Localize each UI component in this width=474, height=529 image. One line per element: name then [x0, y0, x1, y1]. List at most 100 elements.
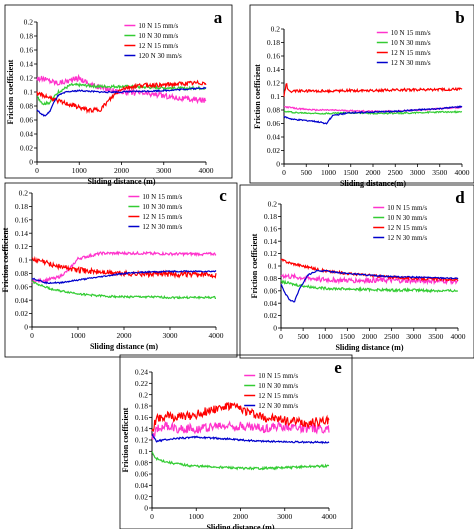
y-tick-label: 0.18 — [15, 202, 28, 211]
x-tick-label: 3000 — [156, 166, 171, 175]
y-tick-label: 0.04 — [267, 133, 280, 142]
x-tick-label: 1500 — [340, 332, 355, 341]
legend-label: 10 N 15 mm/s — [391, 29, 431, 37]
x-axis-label: Sliding distance (m) — [335, 343, 403, 352]
y-tick-label: 0.1 — [271, 92, 281, 101]
y-tick-label: 0.2 — [19, 189, 29, 198]
y-tick-label: 0.14 — [20, 60, 33, 69]
y-tick-label: 0.16 — [264, 224, 277, 233]
panel-frame — [4, 4, 233, 179]
y-tick-label: 0.06 — [267, 119, 280, 128]
x-tick-label: 2000 — [362, 332, 377, 341]
y-tick-label: 0.08 — [20, 102, 33, 111]
y-tick-label: 0.14 — [267, 65, 280, 74]
series-line-2 — [283, 82, 463, 97]
y-tick-label: 0.16 — [20, 46, 33, 55]
x-tick-label: 3000 — [163, 331, 178, 340]
x-tick-label: 1500 — [343, 168, 358, 177]
x-tick-label: 500 — [301, 168, 313, 177]
y-tick-label: 0.06 — [15, 282, 28, 291]
series-line-3 — [280, 269, 459, 303]
x-tick-label: 0 — [35, 166, 39, 175]
y-tick-label: 0.06 — [135, 470, 148, 479]
series-line-1 — [36, 82, 207, 106]
x-tick-label: 0 — [282, 168, 286, 177]
x-tick-label: 2000 — [117, 331, 132, 340]
y-axis-label: Friction coefficient — [250, 233, 259, 298]
x-tick-label: 500 — [298, 332, 310, 341]
x-tick-label: 3000 — [410, 168, 425, 177]
y-tick-label: 0.22 — [135, 379, 148, 388]
series-line-1 — [151, 451, 330, 471]
y-tick-label: 0.1 — [19, 256, 29, 265]
y-tick-label: 0.1 — [24, 88, 34, 97]
legend-label: 12 N 15 mm/s — [387, 224, 427, 232]
panel-frame — [239, 184, 474, 359]
y-tick-label: 0.02 — [135, 492, 148, 501]
legend-label: 10 N 30 mm/s — [138, 32, 178, 40]
legend-label: 12 N 30 mm/s — [258, 402, 298, 410]
legend-label: 10 N 15 mm/s — [138, 22, 178, 30]
chart-panel-d: d 0 0.02 0.04 0.06 0.08 0.1 0.12 0.14 0.16 0.18 0.2… — [239, 184, 474, 359]
legend-label: 120 N 30 mm/s — [138, 52, 182, 60]
y-tick-label: 0.12 — [15, 242, 28, 251]
y-tick-label: 0.06 — [264, 286, 277, 295]
x-tick-label: 4000 — [451, 332, 466, 341]
y-tick-label: 0.16 — [15, 215, 28, 224]
legend-label: 12 N 30 mm/s — [142, 223, 182, 231]
legend-label: 10 N 15 mm/s — [258, 372, 298, 380]
y-tick-label: 0 — [144, 504, 148, 513]
x-tick-label: 3000 — [277, 512, 292, 521]
chart-panel-b: b 0 0.02 0.04 0.06 0.08 0.1 0.12 0.14 0.16 0.18 0.2… — [249, 4, 474, 188]
y-tick-label: 0.08 — [267, 106, 280, 115]
x-tick-label: 1000 — [71, 331, 86, 340]
y-tick-label: 0.12 — [264, 249, 277, 258]
x-tick-label: 1000 — [318, 332, 333, 341]
y-tick-label: 0.18 — [20, 32, 33, 41]
x-tick-label: 0 — [150, 512, 154, 521]
y-tick-label: 0.16 — [267, 52, 280, 61]
x-axis-label: Sliding distance(m) — [340, 179, 406, 188]
legend-label: 10 N 30 mm/s — [391, 39, 431, 47]
chart-panel-a: a 0 0.02 0.04 0.06 0.08 0.1 0.12 0.14 0.16 0.18 0.2… — [4, 4, 233, 186]
y-axis-label: Friction coefficient — [1, 227, 10, 292]
x-tick-label: 4000 — [455, 168, 470, 177]
y-tick-label: 0.24 — [135, 368, 148, 377]
y-tick-label: 0.18 — [264, 212, 277, 221]
x-tick-label: 2000 — [114, 166, 129, 175]
y-tick-label: 0 — [276, 160, 280, 169]
y-tick-label: 0.12 — [20, 74, 33, 83]
y-tick-label: 0.14 — [135, 424, 148, 433]
y-tick-label: 0.08 — [135, 458, 148, 467]
series-line-3 — [31, 269, 217, 285]
y-tick-label: 0.2 — [271, 25, 281, 34]
y-tick-label: 0 — [273, 324, 277, 333]
x-tick-label: 4000 — [322, 512, 337, 521]
legend-label: 12 N 15 mm/s — [391, 49, 431, 57]
legend-label: 12 N 15 mm/s — [258, 392, 298, 400]
x-tick-label: 4000 — [199, 166, 214, 175]
y-tick-label: 0.02 — [264, 311, 277, 320]
x-tick-label: 1000 — [321, 168, 336, 177]
y-tick-label: 0.08 — [15, 269, 28, 278]
legend-label: 10 N 15 mm/s — [387, 204, 427, 212]
x-tick-label: 3500 — [432, 168, 447, 177]
y-tick-label: 0.18 — [267, 38, 280, 47]
series-line-1 — [280, 279, 459, 294]
panel-letter: d — [455, 188, 465, 207]
series-line-0 — [151, 420, 330, 440]
y-tick-label: 0.2 — [139, 390, 149, 399]
series-line-0 — [31, 250, 217, 284]
y-tick-label: 0.08 — [264, 274, 277, 283]
y-tick-label: 0.02 — [20, 144, 33, 153]
x-tick-label: 4000 — [209, 331, 224, 340]
x-tick-label: 1000 — [189, 512, 204, 521]
panel-letter: a — [214, 8, 223, 27]
y-tick-label: 0.18 — [135, 402, 148, 411]
y-tick-label: 0.04 — [15, 296, 28, 305]
panel-frame — [119, 354, 353, 529]
x-tick-label: 1000 — [72, 166, 87, 175]
y-tick-label: 0.2 — [268, 200, 278, 209]
y-axis-label: Friction coefficient — [253, 64, 262, 129]
